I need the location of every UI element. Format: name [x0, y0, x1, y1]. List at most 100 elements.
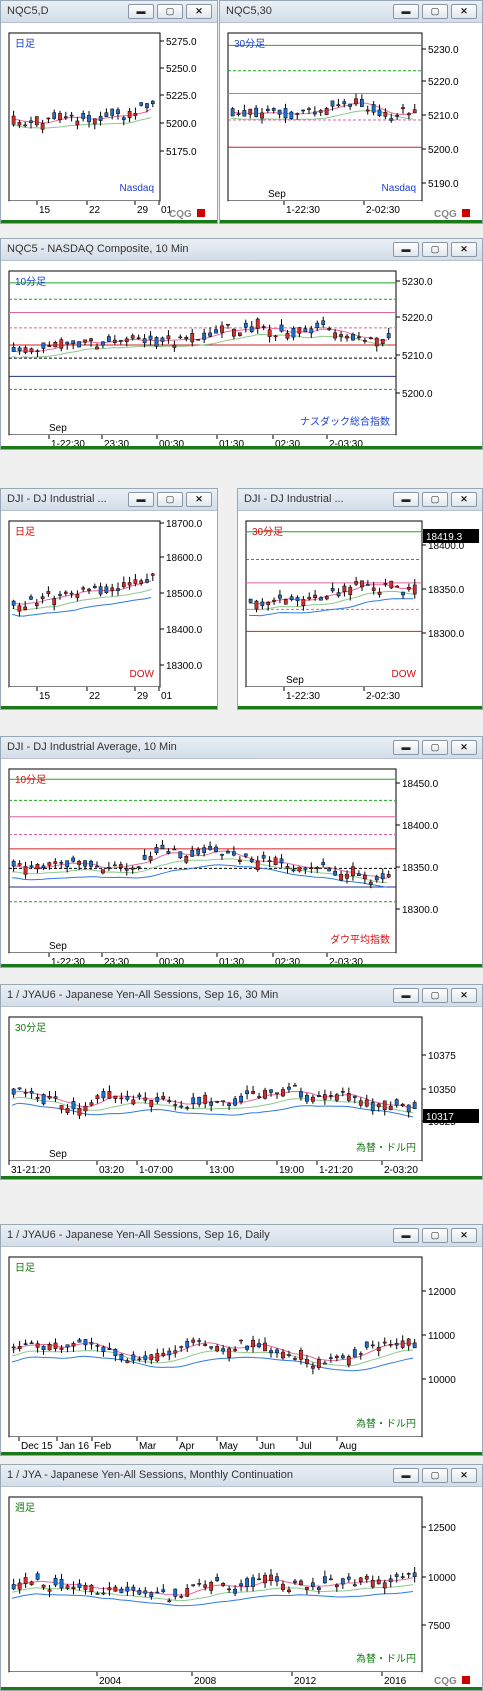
chart-area[interactable]: 5275.0 5250.0 5225.0 5200.0 5175.0 15 22 29 01 日足…: [1, 23, 217, 223]
title-bar[interactable]: NQC5,D ▬ ▢ ✕: [1, 1, 217, 23]
candle-body: [203, 1584, 208, 1588]
candle-body: [352, 1095, 357, 1098]
minimize-button[interactable]: ▬: [128, 492, 154, 507]
title-bar[interactable]: 1 / JYAU6 - Japanese Yen-All Sessions, S…: [1, 985, 482, 1007]
chart-area[interactable]: 10375103501032531-21:2003:201-07:0013:00…: [1, 1007, 482, 1179]
restore-button[interactable]: ▢: [422, 492, 448, 507]
chart-window-w3[interactable]: NQC5 - NASDAQ Composite, 10 Min ▬ ▢ ✕ 5230.0…: [0, 238, 483, 450]
minimize-button[interactable]: ▬: [393, 1228, 419, 1243]
restore-button[interactable]: ▢: [422, 4, 448, 19]
restore-button[interactable]: ▢: [157, 492, 183, 507]
restore-button[interactable]: ▢: [157, 4, 183, 19]
candle-body: [248, 598, 253, 603]
restore-button[interactable]: ▢: [422, 988, 448, 1003]
chart-window-w7[interactable]: 1 / JYAU6 - Japanese Yen-All Sessions, S…: [0, 984, 483, 1180]
x-tick-label: Aug: [339, 1441, 357, 1452]
y-tick-label: 5200.0: [402, 389, 433, 400]
close-button[interactable]: ✕: [186, 492, 212, 507]
close-button[interactable]: ✕: [451, 1468, 477, 1483]
candle-body: [248, 108, 253, 115]
restore-button[interactable]: ▢: [422, 1228, 448, 1243]
chart-area[interactable]: 12500 10000 7500 2004 2008 2012 2016 週足 為替・ドル円 CQ…: [1, 1487, 482, 1690]
status-strip: [1, 1687, 482, 1690]
y-tick-label: 7500: [428, 1621, 451, 1632]
minimize-button[interactable]: ▬: [393, 492, 419, 507]
candle-body: [239, 1583, 243, 1587]
candle-body: [227, 1103, 232, 1106]
chart-area[interactable]: 18400.0 18350.0 18300.0 1-22:30 2-02:30 30分足 D…: [238, 511, 482, 709]
candle-body: [295, 597, 300, 602]
chart-window-w6[interactable]: DJI - DJ Industrial Average, 10 Min ▬ ▢ ✕ 18…: [0, 736, 483, 968]
minimize-button[interactable]: ▬: [393, 740, 419, 755]
candle-body: [29, 1091, 34, 1094]
timeframe-label: 日足: [15, 1262, 35, 1274]
candle-body: [305, 1095, 309, 1102]
title-bar[interactable]: DJI - DJ Industrial ... ▬ ▢ ✕: [238, 489, 482, 511]
moving-average-line: [230, 109, 414, 121]
candle-body: [83, 860, 87, 867]
close-button[interactable]: ✕: [451, 988, 477, 1003]
minimize-button[interactable]: ▬: [128, 4, 154, 19]
minimize-button[interactable]: ▬: [393, 1468, 419, 1483]
candle-body: [23, 1343, 28, 1345]
candle-body: [303, 867, 308, 870]
candle-body: [342, 585, 347, 592]
close-button[interactable]: ✕: [451, 4, 477, 19]
restore-icon: ▢: [430, 244, 440, 254]
restore-button[interactable]: ▢: [422, 740, 448, 755]
restore-icon: ▢: [165, 494, 175, 504]
chart-window-w9[interactable]: 1 / JYA - Japanese Yen-All Sessions, Mon…: [0, 1464, 483, 1691]
candle-body: [112, 864, 117, 867]
chart-area[interactable]: 18450.0 18400.0 18350.0 18300.0 1-22:30 23:30…: [1, 759, 482, 967]
restore-button[interactable]: ▢: [422, 1468, 448, 1483]
minimize-button[interactable]: ▬: [393, 242, 419, 257]
candle-body: [251, 1339, 255, 1348]
close-button[interactable]: ✕: [451, 740, 477, 755]
chart-area[interactable]: 12000 11000 10000 Dec 15 Jan 16 Feb Mar Apr May J…: [1, 1247, 482, 1455]
candle-body: [190, 332, 195, 343]
restore-button[interactable]: ▢: [422, 242, 448, 257]
candle-body: [297, 327, 302, 334]
chart-area[interactable]: 18700.0 18600.0 18500.0 18400.0 18300.0 15 22 2…: [1, 511, 217, 709]
title-bar[interactable]: DJI - DJ Industrial Average, 10 Min ▬ ▢ ✕: [1, 737, 482, 759]
minimize-button[interactable]: ▬: [393, 988, 419, 1003]
x-tick-label: 01: [161, 691, 173, 702]
x-tick-label: 19:00: [279, 1165, 304, 1176]
chart-window-w4[interactable]: DJI - DJ Industrial ... ▬ ▢ ✕ 18700.0 18600.0…: [0, 488, 218, 710]
title-bar[interactable]: NQC5,30 ▬ ▢ ✕: [220, 1, 482, 23]
candle-body: [11, 1346, 16, 1349]
title-bar[interactable]: 1 / JYA - Japanese Yen-All Sessions, Mon…: [1, 1465, 482, 1487]
close-button[interactable]: ✕: [186, 4, 212, 19]
x-tick-label: Jan 16: [59, 1441, 89, 1452]
candle-body: [149, 1354, 154, 1361]
title-bar[interactable]: DJI - DJ Industrial ... ▬ ▢ ✕: [1, 489, 217, 511]
x-tick-label: 1-22:30: [51, 439, 85, 449]
chart-area[interactable]: 5230.0 5220.0 5210.0 5200.0 1-22:30 23:30 00:3…: [1, 261, 482, 449]
close-icon: ✕: [460, 6, 468, 16]
candle-body: [285, 866, 290, 869]
timeframe-label: 10分足: [15, 774, 46, 786]
close-button[interactable]: ✕: [451, 492, 477, 507]
title-bar[interactable]: 1 / JYAU6 - Japanese Yen-All Sessions, S…: [1, 1225, 482, 1247]
chart-window-w5[interactable]: DJI - DJ Industrial ... ▬ ▢ ✕ 18400.0 18350.0…: [237, 488, 483, 710]
candle-body: [251, 1577, 255, 1587]
candle-body: [289, 111, 294, 119]
candle-body: [255, 860, 260, 870]
chart-window-w2[interactable]: NQC5,30 ▬ ▢ ✕ 5230.0 5220.0 5210.0 5200.0 5190.0…: [219, 0, 483, 224]
moving-average-line: [11, 117, 152, 129]
chart-area[interactable]: 5230.0 5220.0 5210.0 5200.0 5190.0 1-22:30 2-0…: [220, 23, 482, 223]
candle-body: [400, 1103, 405, 1106]
candle-body: [179, 1596, 184, 1598]
minimize-button[interactable]: ▬: [393, 4, 419, 19]
chart-window-w1[interactable]: NQC5,D ▬ ▢ ✕ 5275.0 5250.0 5225.0 5200.0 5175.0 1…: [0, 0, 218, 224]
candle-body: [124, 868, 129, 871]
chart-window-w8[interactable]: 1 / JYAU6 - Japanese Yen-All Sessions, S…: [0, 1224, 483, 1456]
candle-body: [360, 580, 364, 588]
title-bar[interactable]: NQC5 - NASDAQ Composite, 10 Min ▬ ▢ ✕: [1, 239, 482, 261]
candle-body: [148, 335, 153, 340]
candle-body: [101, 869, 105, 874]
candle-body: [98, 586, 103, 595]
close-button[interactable]: ✕: [451, 1228, 477, 1243]
candle-body: [364, 1575, 369, 1580]
close-button[interactable]: ✕: [451, 242, 477, 257]
